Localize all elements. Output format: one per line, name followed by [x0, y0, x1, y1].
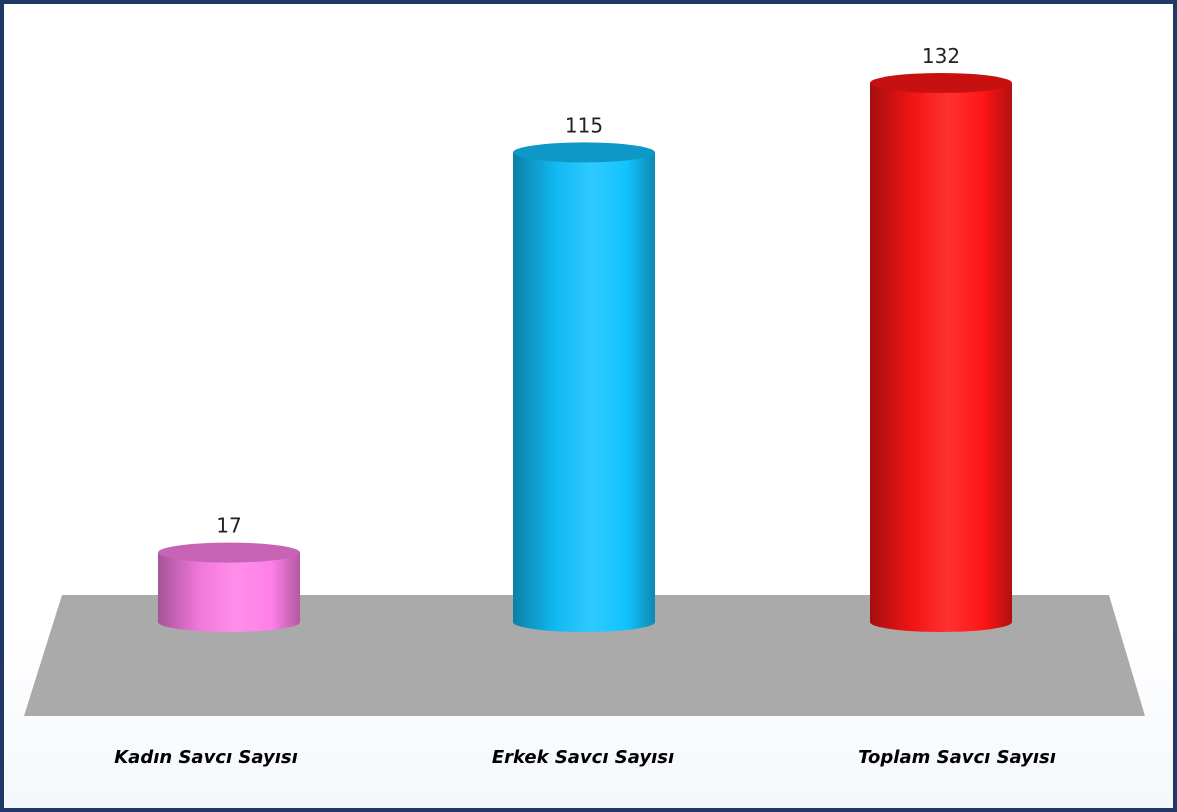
bar — [158, 542, 300, 632]
category-label: Kadın Savcı Sayısı — [114, 747, 298, 768]
bar-body — [870, 83, 1012, 632]
category-label: Erkek Savcı Sayısı — [492, 747, 674, 768]
category-label: Toplam Savcı Sayısı — [858, 747, 1056, 768]
value-label: 115 — [565, 113, 603, 137]
bar-top — [870, 73, 1012, 93]
bars-group — [158, 73, 1012, 632]
bar-top — [513, 142, 655, 163]
bar-body — [158, 552, 300, 632]
chart-floor — [24, 595, 1145, 716]
bar-top — [158, 542, 300, 563]
bar-body — [513, 152, 655, 632]
category-labels-group: Kadın Savcı Sayısı Erkek Savcı Sayısı To… — [114, 747, 1056, 768]
value-label: 17 — [216, 514, 241, 538]
bar — [513, 142, 655, 632]
bar — [870, 73, 1012, 632]
value-labels-group: 17 115 132 — [216, 44, 960, 538]
value-label: 132 — [922, 44, 960, 68]
